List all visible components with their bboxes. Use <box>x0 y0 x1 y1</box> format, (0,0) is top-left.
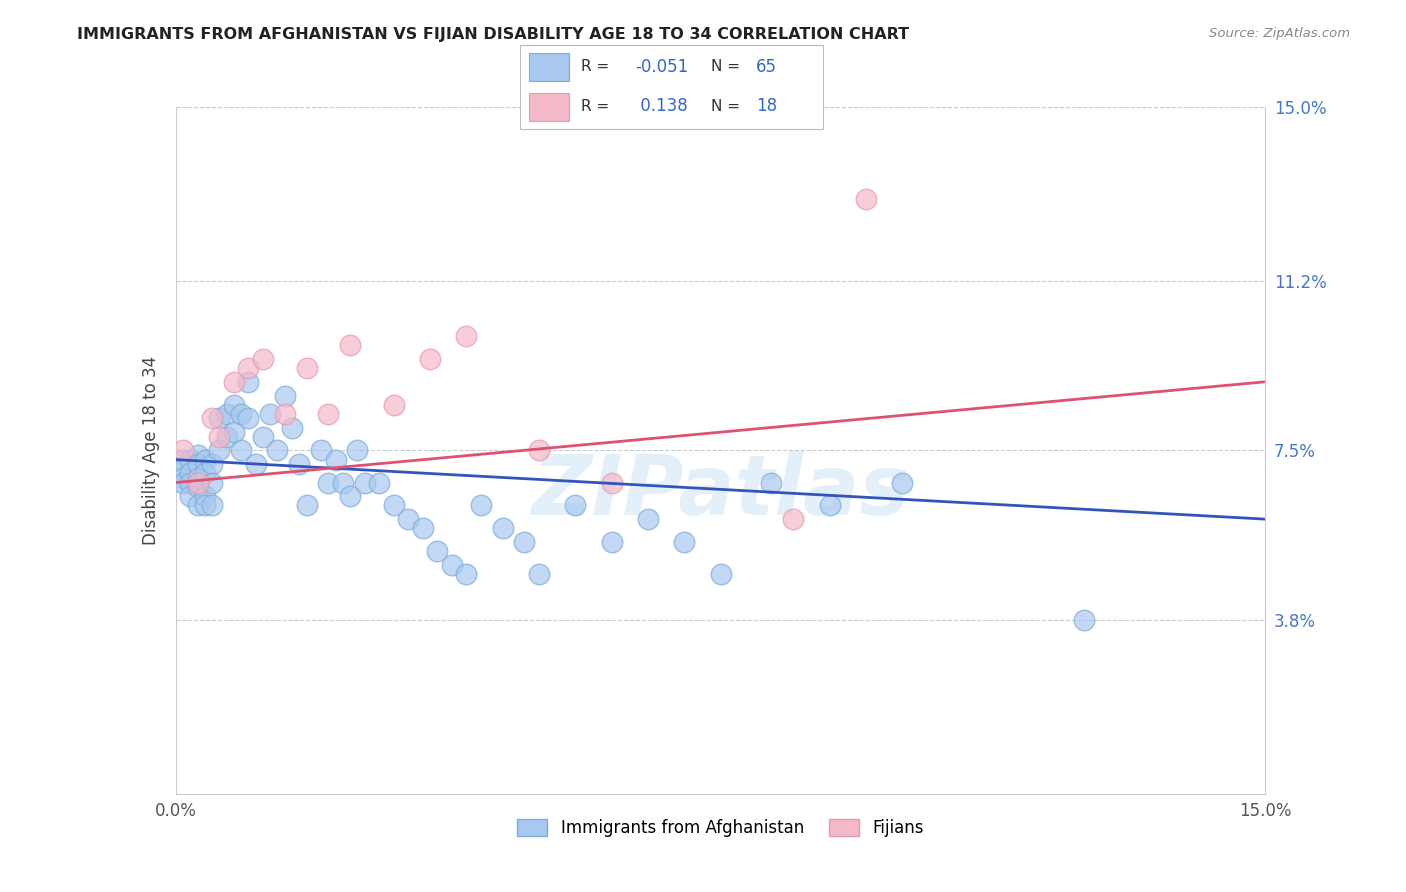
Point <box>274 407 297 421</box>
Text: R =: R = <box>581 59 609 74</box>
Point <box>201 457 224 471</box>
Point <box>527 443 550 458</box>
Point <box>172 475 194 490</box>
Point <box>186 448 209 462</box>
Point <box>855 192 877 206</box>
Point <box>456 567 478 582</box>
Point <box>194 499 217 513</box>
Point <box>238 375 260 389</box>
Point <box>222 398 245 412</box>
Point <box>309 443 332 458</box>
Point <box>346 443 368 458</box>
Point <box>194 452 217 467</box>
Point <box>396 512 419 526</box>
Point <box>201 411 224 425</box>
Point <box>382 499 405 513</box>
FancyBboxPatch shape <box>520 45 823 129</box>
Point <box>179 489 201 503</box>
Point <box>238 411 260 425</box>
Point <box>419 351 441 366</box>
Point <box>353 475 375 490</box>
Point <box>252 351 274 366</box>
Point <box>252 430 274 444</box>
Text: N =: N = <box>710 99 740 114</box>
Point <box>222 425 245 439</box>
Point <box>231 407 253 421</box>
Legend: Immigrants from Afghanistan, Fijians: Immigrants from Afghanistan, Fijians <box>517 819 924 837</box>
Point <box>339 489 361 503</box>
Point <box>368 475 391 490</box>
Point <box>172 443 194 458</box>
Point <box>456 329 478 343</box>
Point <box>564 499 586 513</box>
Point <box>295 499 318 513</box>
Point <box>201 499 224 513</box>
Text: Source: ZipAtlas.com: Source: ZipAtlas.com <box>1209 27 1350 40</box>
Point <box>186 457 209 471</box>
Point <box>382 398 405 412</box>
Point <box>318 475 340 490</box>
Point <box>513 535 536 549</box>
Point <box>179 452 201 467</box>
Point <box>673 535 696 549</box>
Point <box>201 475 224 490</box>
Point <box>172 452 194 467</box>
Point <box>710 567 733 582</box>
Point <box>186 475 209 490</box>
Point <box>245 457 267 471</box>
Point <box>891 475 914 490</box>
Text: R =: R = <box>581 99 609 114</box>
Point <box>281 420 304 434</box>
Text: -0.051: -0.051 <box>636 58 689 76</box>
Point <box>339 338 361 352</box>
Point <box>332 475 354 490</box>
Point <box>761 475 783 490</box>
Point <box>222 375 245 389</box>
Text: N =: N = <box>710 59 740 74</box>
Point <box>527 567 550 582</box>
Point <box>186 480 209 494</box>
Point <box>492 521 515 535</box>
Point <box>637 512 659 526</box>
Point <box>440 558 463 572</box>
Point <box>266 443 288 458</box>
Point <box>186 499 209 513</box>
Point <box>288 457 311 471</box>
Text: 0.138: 0.138 <box>636 97 688 115</box>
Point <box>231 443 253 458</box>
Point <box>600 535 623 549</box>
Point <box>208 443 231 458</box>
Point <box>215 407 238 421</box>
Point <box>186 471 209 485</box>
Point <box>782 512 804 526</box>
Point <box>179 467 201 481</box>
Point <box>470 499 492 513</box>
Y-axis label: Disability Age 18 to 34: Disability Age 18 to 34 <box>142 356 160 545</box>
Point <box>600 475 623 490</box>
Point <box>208 411 231 425</box>
Text: 18: 18 <box>756 97 778 115</box>
Point <box>172 471 194 485</box>
Text: ZIPatlas: ZIPatlas <box>531 451 910 533</box>
Point <box>318 407 340 421</box>
Point <box>295 361 318 376</box>
FancyBboxPatch shape <box>529 93 568 120</box>
Point <box>325 452 347 467</box>
Point <box>274 388 297 402</box>
Text: 65: 65 <box>756 58 778 76</box>
Point <box>818 499 841 513</box>
Text: IMMIGRANTS FROM AFGHANISTAN VS FIJIAN DISABILITY AGE 18 TO 34 CORRELATION CHART: IMMIGRANTS FROM AFGHANISTAN VS FIJIAN DI… <box>77 27 910 42</box>
Point <box>172 462 194 476</box>
Point <box>238 361 260 376</box>
Point <box>194 467 217 481</box>
Point <box>208 430 231 444</box>
FancyBboxPatch shape <box>529 54 568 81</box>
Point <box>215 430 238 444</box>
Point <box>194 489 217 503</box>
Point <box>1073 613 1095 627</box>
Point <box>179 475 201 490</box>
Point <box>259 407 281 421</box>
Point <box>412 521 434 535</box>
Point <box>426 544 449 558</box>
